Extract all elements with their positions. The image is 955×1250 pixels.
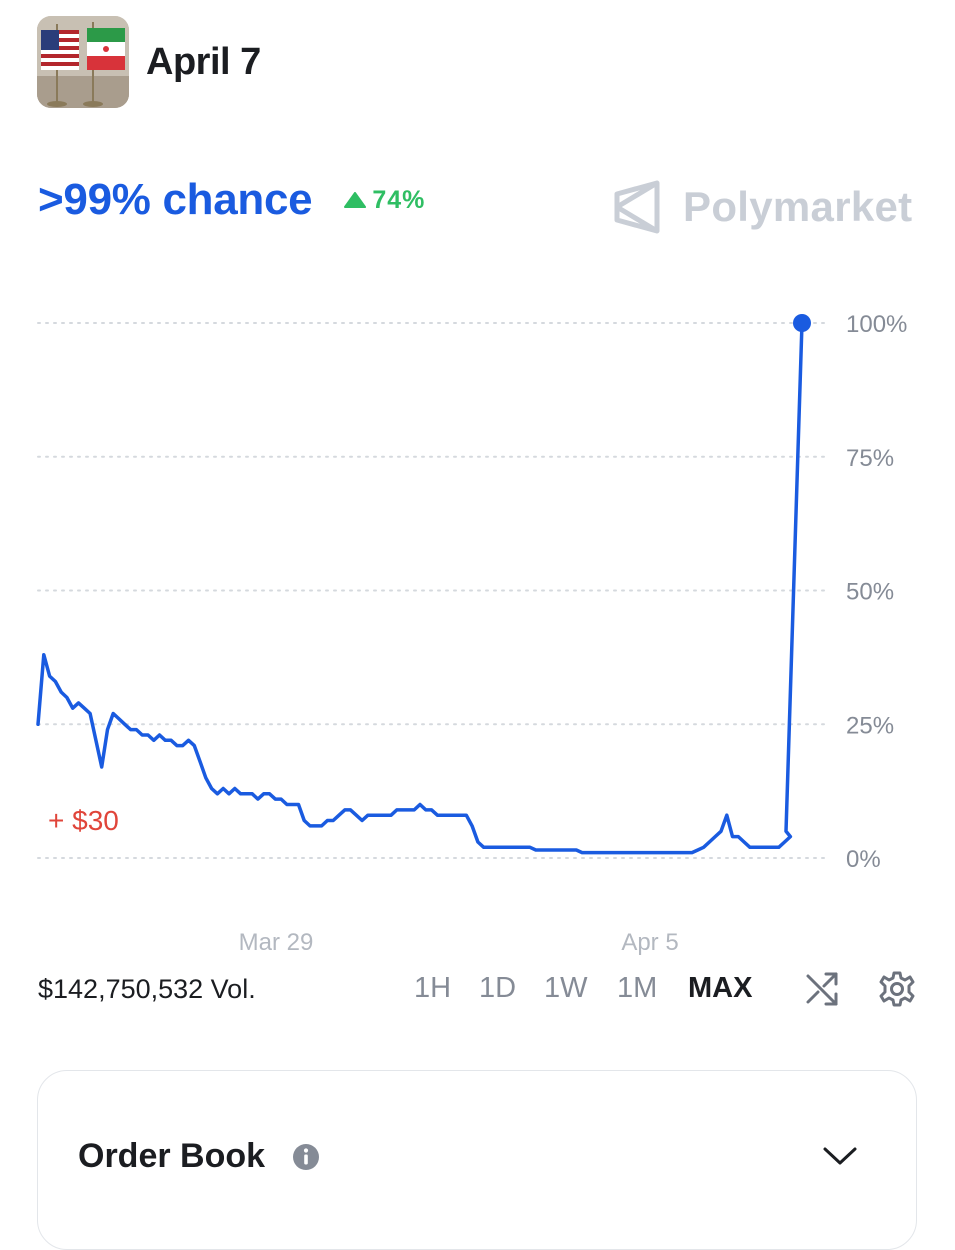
range-1w-button[interactable]: 1W [544, 972, 588, 1004]
range-max-button[interactable]: MAX [688, 972, 753, 1004]
polymarket-brand: Polymarket [613, 177, 912, 237]
chance-headline: >99% chance 74% [38, 172, 425, 228]
latest-point[interactable] [793, 314, 811, 332]
volume-label: $142,750,532 Vol. [38, 974, 256, 1004]
range-1m-button[interactable]: 1M [617, 972, 658, 1004]
market-title: April 7 [146, 40, 261, 83]
order-book-title: Order Book [78, 1137, 266, 1175]
y-tick-label: 25% [846, 712, 894, 739]
chance-value: >99% chance [38, 175, 313, 224]
market-header: April 7 [37, 16, 261, 108]
shuffle-icon[interactable] [804, 970, 842, 1013]
gear-icon[interactable] [878, 970, 916, 1013]
brand-name: Polymarket [683, 183, 913, 230]
range-1h-button[interactable]: 1H [414, 972, 452, 1004]
x-tick-label: Mar 29 [239, 929, 314, 956]
chart-annotation: + $30 [48, 805, 119, 836]
polymarket-logo-icon [614, 180, 660, 234]
price-chart[interactable]: 100% 75% 50% 25% 0% Mar 29 Apr 5 + $30 [0, 290, 955, 960]
triangle-up-icon [344, 192, 367, 208]
y-tick-label: 100% [846, 311, 907, 338]
info-icon[interactable] [292, 1143, 320, 1176]
x-tick-label: Apr 5 [621, 929, 678, 956]
range-1d-button[interactable]: 1D [479, 972, 517, 1004]
chance-delta: 74% [344, 186, 425, 215]
chart-controls: $142,750,532 Vol. 1H 1D 1W 1M MAX [0, 968, 955, 1014]
chance-delta-value: 74% [372, 185, 426, 214]
chevron-down-icon[interactable] [822, 1145, 858, 1172]
us-iran-flags-icon [37, 16, 129, 108]
y-tick-label: 75% [846, 445, 894, 472]
order-book-panel[interactable]: Order Book [37, 1070, 917, 1250]
series-line [36, 321, 804, 855]
y-tick-label: 50% [846, 579, 894, 606]
y-tick-label: 0% [846, 846, 881, 873]
